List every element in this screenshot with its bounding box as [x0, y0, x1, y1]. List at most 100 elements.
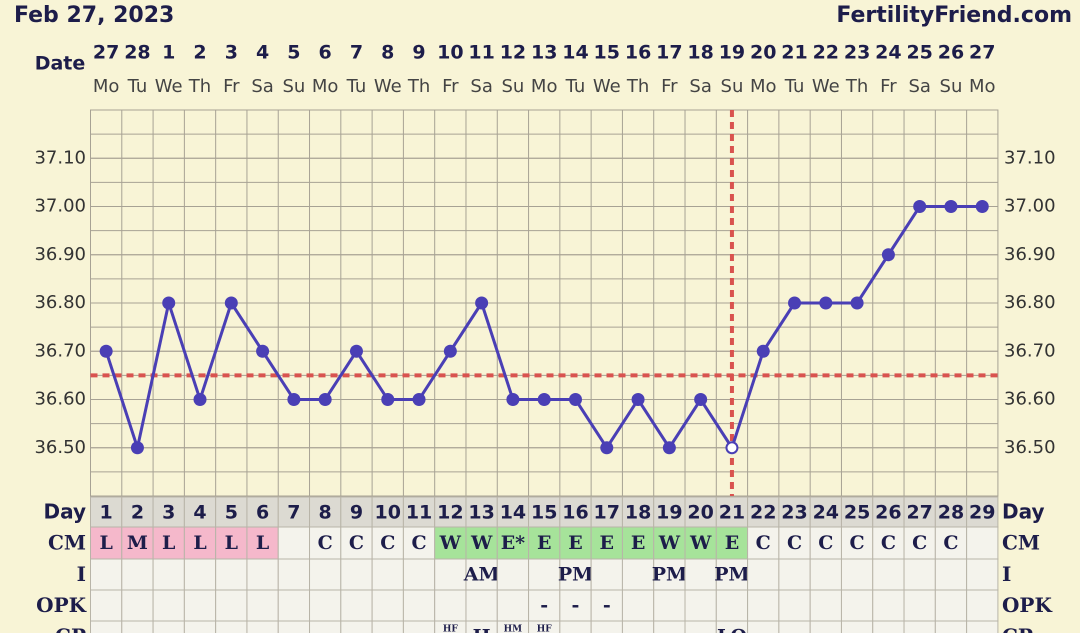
table-cell: [215, 558, 248, 591]
weekday: Fr: [661, 76, 678, 97]
date-number: 8: [381, 42, 394, 64]
cm-value: C: [380, 532, 395, 554]
table-cell: [840, 620, 874, 633]
table-cell: [309, 558, 342, 591]
y-tick-label: 36.80: [34, 292, 86, 313]
cycle-day: 18: [625, 502, 651, 524]
y-tick-label-right: 37.10: [1004, 147, 1056, 168]
table-cell: [621, 526, 655, 560]
cm-value: L: [225, 532, 238, 554]
temperature-point: [600, 441, 614, 455]
table-cell: [152, 496, 185, 528]
i-value: PM: [652, 564, 687, 586]
table-cell: [715, 620, 749, 633]
table-cell: [903, 526, 936, 560]
cycle-day: 11: [406, 502, 432, 524]
table-cell: [465, 589, 498, 622]
table-cell: [966, 558, 999, 591]
date-number: 9: [412, 42, 425, 64]
table-cell: [277, 620, 311, 633]
y-tick-label-right: 36.50: [1004, 437, 1056, 458]
cycle-day: 19: [656, 502, 682, 524]
temperature-point: [318, 393, 332, 406]
weekday: Fr: [442, 76, 459, 97]
y-tick-label: 36.50: [34, 437, 86, 458]
table-cell: [465, 526, 498, 560]
cycle-day: 2: [131, 502, 144, 524]
cycle-day: 24: [813, 502, 839, 524]
table-cell: [496, 558, 530, 591]
cm-value: C: [349, 532, 364, 554]
table-cell: [183, 589, 217, 622]
i-value: PM: [714, 564, 749, 586]
table-cell: [277, 558, 311, 591]
date-number: 1: [162, 42, 175, 64]
cycle-day: 13: [468, 502, 494, 524]
table-cell: [371, 526, 404, 560]
temperature-point: [756, 344, 770, 358]
date-number: 15: [594, 42, 620, 64]
cp-value: HF: [443, 625, 459, 633]
table-cell: [778, 589, 811, 622]
table-cell: [715, 558, 749, 591]
date-number: 20: [750, 42, 776, 64]
table-cell: [747, 526, 780, 560]
table-cell: [590, 496, 623, 528]
table-cell: [903, 589, 936, 622]
table-cell: [309, 526, 342, 560]
table-cell: [934, 620, 968, 633]
date-number: 14: [562, 42, 588, 64]
table-cell: [340, 589, 373, 622]
table-cell: [966, 589, 999, 622]
table-cell: [465, 496, 498, 528]
table-cell: [434, 589, 467, 622]
temperature-point: [349, 344, 363, 358]
cm-value: C: [850, 532, 865, 554]
row-label: OPK: [36, 593, 86, 617]
table-cell: [465, 620, 498, 633]
cycle-day: 17: [594, 502, 620, 524]
cm-value: L: [256, 532, 269, 554]
temperature-point: [850, 296, 864, 310]
table-cell: [809, 589, 842, 622]
table-cell: [528, 620, 561, 633]
table-cell: [309, 589, 342, 622]
table-cell: [371, 558, 404, 591]
temperature-point: [193, 393, 207, 406]
site-name[interactable]: FertilityFriend.com: [836, 3, 1072, 28]
table-cell: [402, 620, 436, 633]
cycle-day: 15: [531, 502, 557, 524]
temperature-point: [256, 344, 270, 358]
table-cell: [90, 558, 123, 591]
opk-value: -: [603, 595, 611, 617]
date-number: 6: [319, 42, 332, 64]
weekday: Sa: [251, 76, 273, 97]
table-cell: [152, 620, 185, 633]
cycle-day: 10: [375, 502, 401, 524]
date-number: 10: [437, 42, 463, 64]
cycle-day: 9: [350, 502, 363, 524]
row-label: CM: [48, 531, 86, 555]
table-cell: [747, 620, 780, 633]
temperature-point: [287, 393, 301, 406]
table-cell: [966, 526, 999, 560]
cycle-day: 23: [781, 502, 807, 524]
temperature-point: [662, 441, 676, 455]
table-cell: [496, 620, 530, 633]
cm-value: C: [411, 532, 426, 554]
weekday: Th: [188, 76, 211, 97]
table-cell: [309, 620, 342, 633]
date-number: 16: [625, 42, 651, 64]
date-number: 27: [969, 42, 995, 64]
table-cell: [966, 496, 999, 528]
table-cell: [778, 620, 811, 633]
table-cell: [747, 558, 780, 591]
table-cell: [121, 558, 154, 591]
table-cell: [840, 589, 874, 622]
temperature-point: [130, 441, 144, 455]
table-cell: [653, 620, 686, 633]
cycle-day: 21: [719, 502, 745, 524]
opk-value: -: [572, 595, 580, 617]
cm-value: C: [318, 532, 333, 554]
